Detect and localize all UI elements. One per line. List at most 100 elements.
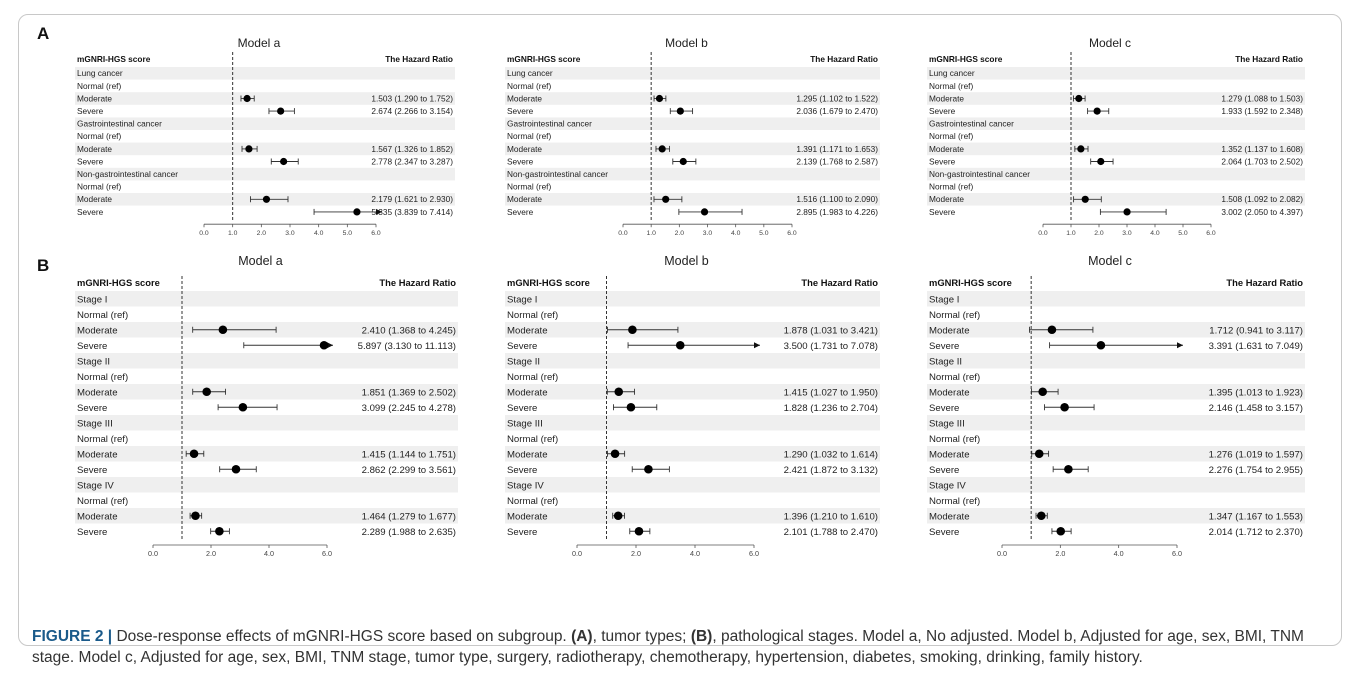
panel-letter-a: A bbox=[37, 24, 49, 43]
plot-a-1-row-band bbox=[75, 142, 455, 156]
plot-b-3-title: Model c bbox=[1088, 254, 1132, 268]
plot-b-3-row-label: Normal (ref) bbox=[929, 496, 980, 507]
plot-b-3-hr-text: 2.276 (1.754 to 2.955) bbox=[1209, 465, 1303, 476]
plot-a-3-hr-point bbox=[1097, 157, 1105, 166]
plot-a-2-row-label: Normal (ref) bbox=[507, 182, 551, 192]
plot-b-2-row-label: Normal (ref) bbox=[507, 434, 558, 445]
plot-b-2-row-label: Moderate bbox=[507, 511, 548, 522]
plot-a-1-hr-text: 2.778 (2.347 to 3.287) bbox=[371, 156, 453, 166]
plot-a-2-x-tick-label: 0.0 bbox=[618, 230, 628, 237]
plot-b-1-row-label: Stage II bbox=[77, 356, 110, 367]
plot-b-3-hr-text: 1.395 (1.013 to 1.923) bbox=[1209, 387, 1303, 398]
plot-b-2-hr-text: 2.421 (1.872 to 3.132) bbox=[784, 465, 878, 476]
plot-a-3-row-label: Normal (ref) bbox=[929, 131, 973, 141]
plot-a-2-row-band bbox=[505, 92, 880, 105]
plot-b-3-hr-text: 1.347 (1.167 to 1.553) bbox=[1209, 511, 1303, 522]
plot-b-3-row-label: Stage II bbox=[929, 356, 962, 367]
plot-a-2-header-label: mGNRI-HGS score bbox=[507, 54, 581, 64]
plot-a-2-hr-text: 1.516 (1.100 to 2.090) bbox=[796, 194, 878, 204]
plot-a-3-row-label: Lung cancer bbox=[929, 68, 975, 78]
plot-a-2-row-label: Gastrointestinal cancer bbox=[507, 119, 592, 129]
plot-a-3-row-label: Gastrointestinal cancer bbox=[929, 119, 1014, 129]
plot-b-1-row-label: Stage III bbox=[77, 418, 113, 429]
plot-a-3-header-value: The Hazard Ratio bbox=[1235, 54, 1303, 64]
plot-a-2-row-label: Normal (ref) bbox=[507, 81, 551, 91]
plot-b-1-row-band bbox=[75, 508, 458, 524]
plot-b-2-row-band bbox=[505, 353, 880, 369]
plot-b-3-row-label: Stage IV bbox=[929, 480, 966, 491]
plot-a-2-hr-point bbox=[658, 145, 666, 153]
plot-a-2-row-band bbox=[505, 67, 880, 80]
plot-a-1-hr-point bbox=[243, 94, 251, 103]
plot-a-1-row-label: Moderate bbox=[77, 194, 112, 204]
plot-b-1-row-label: Moderate bbox=[77, 325, 118, 336]
plot-b-1-header-value: The Hazard Ratio bbox=[379, 277, 456, 288]
plot-b-3-row-label: Normal (ref) bbox=[929, 310, 980, 321]
plot-a-1-x-tick-label: 0.0 bbox=[199, 230, 209, 237]
plot-b-1-row-label: Moderate bbox=[77, 511, 118, 522]
plot-b-1-hr-point bbox=[215, 526, 224, 536]
plot-a-3-row-label: Moderate bbox=[929, 194, 964, 204]
plot-b-3-row-label: Severe bbox=[929, 341, 959, 352]
plot-a-2-x-tick-label: 1.0 bbox=[646, 230, 656, 237]
plot-a-1-hr-point bbox=[280, 157, 288, 166]
caption-a-text: , tumor types; bbox=[592, 628, 687, 645]
plot-b-2-x-tick-label: 4.0 bbox=[690, 549, 700, 558]
plot-b-2-x-tick-label: 6.0 bbox=[749, 549, 759, 558]
plot-b-1-row-label: Moderate bbox=[77, 449, 118, 460]
plot-a-2-hr-text: 1.391 (1.171 to 1.653) bbox=[796, 144, 878, 154]
caption-b-tag: (B) bbox=[690, 628, 713, 645]
plot-b-1-row-band bbox=[75, 353, 458, 369]
plot-b-3-hr-point bbox=[1096, 340, 1106, 350]
plot-a-3-row-band bbox=[927, 67, 1305, 80]
plot-a-3-hr-point bbox=[1081, 195, 1089, 203]
plot-a-2-row-label: Moderate bbox=[507, 93, 542, 103]
plot-b-3-x-tick-label: 0.0 bbox=[997, 549, 1007, 558]
plot-b-3-row-band bbox=[927, 322, 1305, 338]
plot-b-1-hr-point bbox=[231, 464, 241, 474]
plot-a-3-row-band bbox=[927, 142, 1305, 156]
plot-b-2-row-band bbox=[505, 477, 880, 493]
plot-b-1-hr-point bbox=[191, 511, 200, 521]
plot-b-3-row-label: Severe bbox=[929, 403, 959, 414]
plot-b-1-hr-text: 2.862 (2.299 to 3.561) bbox=[362, 465, 456, 476]
plot-a-1-row-label: Non-gastrointestinal cancer bbox=[77, 169, 178, 179]
plot-b-3-row-band bbox=[927, 291, 1305, 307]
plot-b-3-hr-text: 3.391 (1.631 to 7.049) bbox=[1209, 341, 1303, 352]
plot-a-3-x-tick-label: 1.0 bbox=[1066, 230, 1076, 237]
plot-a-3-row-label: Normal (ref) bbox=[929, 182, 973, 192]
plot-b-3-row-band bbox=[927, 477, 1305, 493]
plot-b-1-row-band bbox=[75, 446, 458, 462]
plot-b-2-hr-text: 1.828 (1.236 to 2.704) bbox=[784, 403, 878, 414]
plot-a-3-x-tick-label: 5.0 bbox=[1178, 230, 1188, 237]
plot-b-1-hr-text: 1.851 (1.369 to 2.502) bbox=[362, 387, 456, 398]
plot-a-2-hr-point bbox=[679, 157, 687, 166]
plot-a-2-x-tick-label: 6.0 bbox=[787, 230, 797, 237]
plot-b-2-hr-text: 1.415 (1.027 to 1.950) bbox=[784, 387, 878, 398]
plot-b-3-row-label: Normal (ref) bbox=[929, 434, 980, 445]
plot-b-3-hr-point bbox=[1038, 387, 1047, 397]
plot-b-1-row-label: Normal (ref) bbox=[77, 310, 128, 321]
caption-a-tag: (A) bbox=[571, 628, 593, 645]
plot-b-1-x-tick-label: 4.0 bbox=[264, 549, 274, 558]
plot-b-2-row-label: Severe bbox=[507, 527, 537, 538]
figure-frame: A B Model a mGNRI-HGS score The Hazard Ratio… bbox=[18, 14, 1342, 646]
plot-b-1-row-band bbox=[75, 477, 458, 493]
plot-b-2-x-tick-label: 0.0 bbox=[572, 549, 582, 558]
plot-a-3-row-label: Severe bbox=[929, 207, 956, 217]
plot-a-2-row-label: Moderate bbox=[507, 144, 542, 154]
plot-a-2-title: Model b bbox=[665, 36, 708, 50]
plot-b-3-x-tick-label: 4.0 bbox=[1114, 549, 1124, 558]
plot-a-1-row-label: Normal (ref) bbox=[77, 81, 121, 91]
plot-b-2-row-label: Normal (ref) bbox=[507, 310, 558, 321]
plot-b-2-row-label: Normal (ref) bbox=[507, 372, 558, 383]
plot-a-3-hr-point bbox=[1123, 208, 1131, 216]
plot-a-3-hr-point bbox=[1075, 94, 1083, 103]
plot-b-2-hr-point bbox=[614, 387, 624, 397]
plot-a-3-hr-text: 1.352 (1.137 to 1.608) bbox=[1221, 144, 1303, 154]
plot-b-3-row-label: Moderate bbox=[929, 449, 970, 460]
plot-b-1-row-band bbox=[75, 384, 458, 400]
plot-b-1-row-band bbox=[75, 415, 458, 431]
plot-a-3-row-band bbox=[927, 167, 1305, 181]
plot-a-3-hr-point bbox=[1077, 145, 1085, 153]
